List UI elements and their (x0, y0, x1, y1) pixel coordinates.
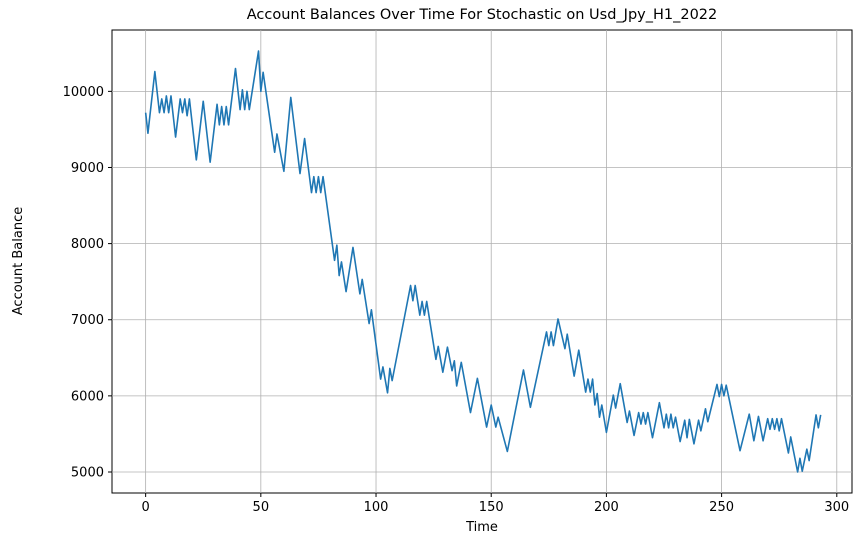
y-tick-label: 8000 (71, 237, 104, 252)
x-tick-label: 300 (824, 500, 849, 515)
x-tick-label: 250 (709, 500, 734, 515)
y-tick-label: 6000 (71, 389, 104, 404)
data-line (144, 50, 822, 473)
x-tick-label: 200 (594, 500, 619, 515)
y-tick-label: 9000 (71, 161, 104, 176)
y-tick-label: 7000 (71, 313, 104, 328)
x-axis-label: Time (465, 520, 498, 535)
y-tick-label: 5000 (71, 465, 104, 480)
y-axis-label: Account Balance (11, 207, 26, 315)
x-tick-label: 100 (364, 500, 389, 515)
plot-frame (111, 29, 853, 494)
x-tick-label: 0 (141, 500, 149, 515)
chart-title: Account Balances Over Time For Stochasti… (247, 7, 718, 23)
x-tick-label: 150 (479, 500, 504, 515)
x-tick-label: 50 (253, 500, 270, 515)
y-tick-label: 10000 (63, 85, 104, 100)
